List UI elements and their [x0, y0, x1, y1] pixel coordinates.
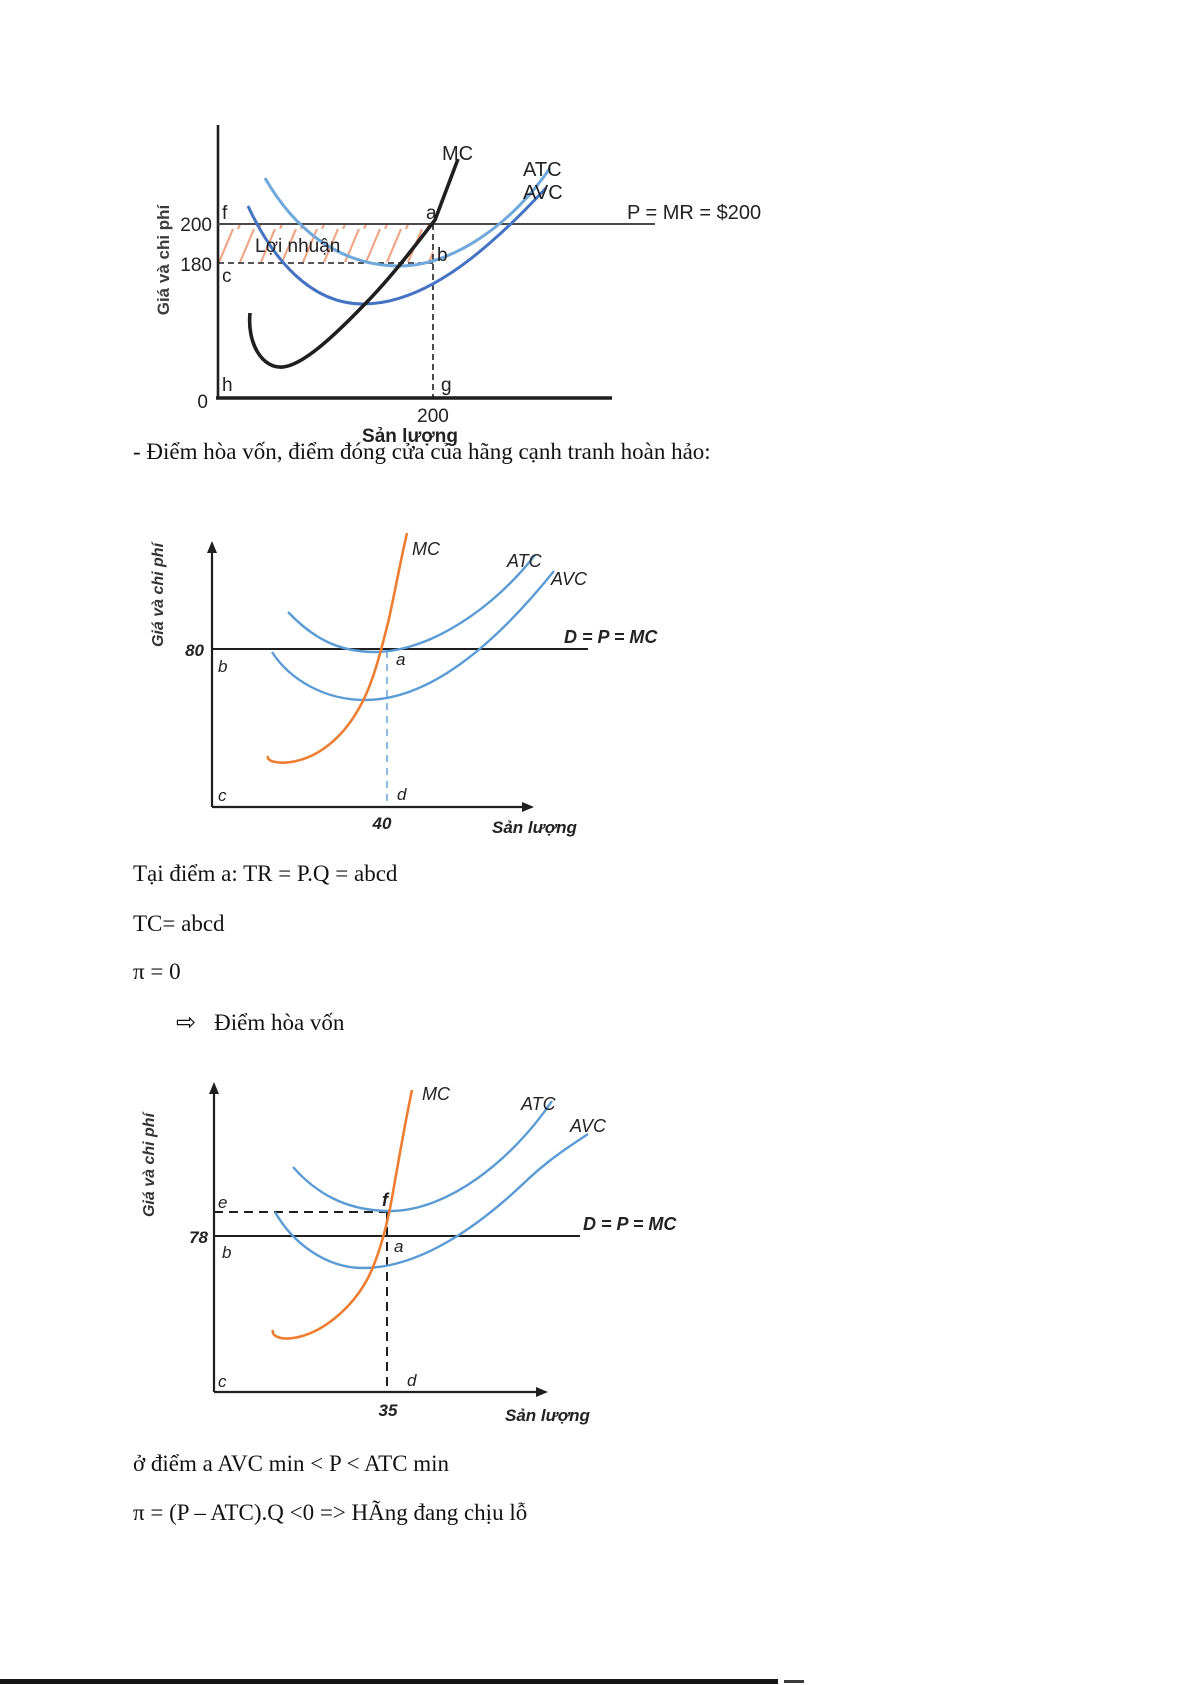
- rightwards-white-arrow-icon: ⇨: [176, 1008, 197, 1036]
- breakeven-shutdown-heading: - Điểm hòa vốn, điểm đóng cửa của hãng c…: [133, 439, 711, 464]
- avc-curve: [273, 1133, 589, 1270]
- point-f: f: [382, 1190, 390, 1210]
- mc-label: MC: [442, 143, 473, 165]
- y-axis-title: Giá và chi phí: [154, 203, 173, 315]
- point-c: c: [222, 266, 232, 287]
- atc-label: ATC: [506, 551, 543, 571]
- line-avc-condition: ở điểm a AVC min < P < ATC min: [133, 1451, 450, 1476]
- atc-curve: [287, 554, 536, 654]
- ytick-200: 200: [180, 215, 212, 236]
- point-b: b: [437, 245, 448, 266]
- mc-label: MC: [422, 1084, 451, 1104]
- mc-curve: [266, 532, 409, 764]
- price-line-label: P = MR = $200: [627, 202, 761, 224]
- price-line-label: D = P = MC: [564, 627, 658, 647]
- point-d: d: [407, 1371, 417, 1390]
- point-e: e: [218, 1193, 227, 1212]
- y-axis-arrow: [207, 541, 217, 553]
- point-a: a: [396, 650, 405, 669]
- ytick-0: 0: [197, 392, 208, 413]
- point-b: b: [218, 657, 227, 676]
- breakeven-conclusion-text: Điểm hòa vốn: [214, 1010, 345, 1035]
- point-a: a: [426, 203, 437, 224]
- point-c: c: [218, 1372, 227, 1391]
- bottom-partial-bar-tail: [784, 1680, 804, 1683]
- x-axis-title: Sản lượng: [492, 818, 578, 837]
- xtick-40: 40: [372, 814, 392, 833]
- avc-label: AVC: [523, 182, 563, 204]
- chart-profit-competitive-firm: MC ATC AVC P = MR = $200 Lợi nhuận f a b…: [154, 125, 761, 447]
- line-loss-conclusion: π = (P – ATC).Q <0 => HÃng đang chịu lỗ: [133, 1500, 528, 1525]
- y-axis-arrow: [209, 1082, 219, 1094]
- point-a: a: [394, 1237, 403, 1256]
- mc-curve: [271, 1089, 414, 1340]
- bottom-partial-bar: [0, 1679, 778, 1684]
- ytick-80: 80: [185, 641, 204, 660]
- line-breakeven-conclusion: ⇨ Điểm hòa vốn: [176, 1007, 344, 1038]
- avc-label: AVC: [569, 1116, 607, 1136]
- x-axis-arrow: [536, 1387, 548, 1397]
- y-axis-title: Giá và chi phí: [150, 540, 167, 647]
- chart-loss-making-firm: MC ATC AVC D = P = MC e f a b c d 78 35 …: [141, 1082, 677, 1425]
- ytick-78: 78: [189, 1228, 208, 1247]
- xtick-200: 200: [417, 406, 449, 427]
- atc-label: ATC: [520, 1094, 557, 1114]
- profit-area-label: Lợi nhuận: [255, 236, 340, 257]
- price-line-label: D = P = MC: [583, 1214, 677, 1234]
- y-axis-title: Giá và chi phí: [141, 1110, 158, 1217]
- point-d: d: [397, 785, 407, 804]
- point-g: g: [441, 375, 452, 396]
- line-profit-zero: π = 0: [133, 959, 181, 984]
- point-b: b: [222, 1243, 231, 1262]
- x-axis-arrow: [522, 802, 534, 812]
- xtick-35: 35: [379, 1401, 398, 1420]
- chart-breakeven-point: MC ATC AVC D = P = MC a b c d 80 40 Giá …: [150, 532, 658, 837]
- x-axis-title: Sản lượng: [362, 426, 458, 447]
- avc-curve: [270, 570, 555, 702]
- point-c: c: [218, 786, 227, 805]
- point-f: f: [222, 203, 228, 224]
- point-h: h: [222, 375, 233, 396]
- mc-label: MC: [412, 539, 441, 559]
- line-total-cost: TC= abcd: [133, 911, 225, 936]
- avc-label: AVC: [550, 569, 588, 589]
- mc-curve: [247, 158, 460, 369]
- atc-label: ATC: [523, 159, 562, 181]
- line-total-revenue: Tại điểm a: TR = P.Q = abcd: [133, 861, 398, 886]
- atc-curve: [292, 1100, 553, 1213]
- ytick-180: 180: [180, 255, 212, 276]
- x-axis-title: Sản lượng: [505, 1406, 591, 1425]
